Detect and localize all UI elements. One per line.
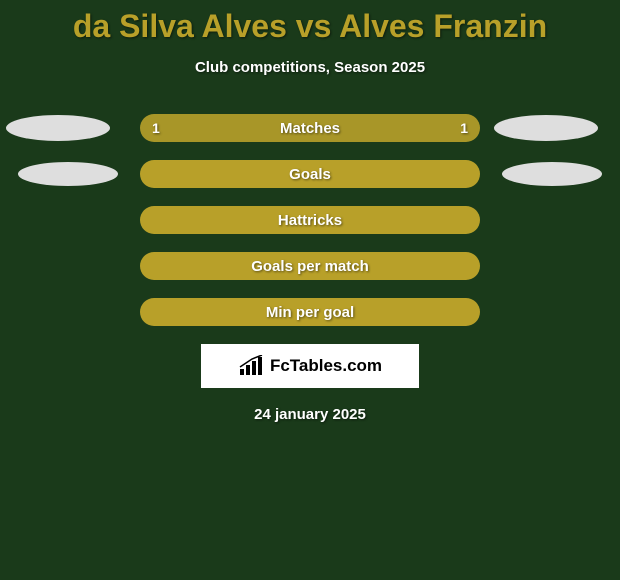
stat-bar: Goals bbox=[140, 160, 480, 188]
date-label: 24 january 2025 bbox=[0, 406, 620, 423]
stat-bar: Hattricks bbox=[140, 206, 480, 234]
player-right-marker bbox=[494, 115, 598, 141]
comparison-widget: da Silva Alves vs Alves Franzin Club com… bbox=[0, 0, 620, 423]
stat-bar: Goals per match bbox=[140, 252, 480, 280]
stat-row-min-per-goal: Min per goal bbox=[0, 298, 620, 326]
stat-left-value: 1 bbox=[152, 120, 160, 136]
stat-label: Min per goal bbox=[266, 304, 354, 321]
stat-rows: 1 Matches 1 Goals Hattricks Goals per ma… bbox=[0, 114, 620, 326]
subtitle: Club competitions, Season 2025 bbox=[0, 59, 620, 76]
stat-label: Matches bbox=[280, 120, 340, 137]
bar-chart-icon bbox=[238, 355, 266, 377]
stat-bar: 1 Matches 1 bbox=[140, 114, 480, 142]
player-left-marker bbox=[6, 115, 110, 141]
stat-label: Goals bbox=[289, 166, 331, 183]
stat-row-goals: Goals bbox=[0, 160, 620, 188]
stat-bar: Min per goal bbox=[140, 298, 480, 326]
fctables-logo-link[interactable]: FcTables.com bbox=[201, 344, 419, 388]
stat-row-goals-per-match: Goals per match bbox=[0, 252, 620, 280]
logo-text: FcTables.com bbox=[270, 356, 382, 376]
stat-label: Goals per match bbox=[251, 258, 369, 275]
page-title: da Silva Alves vs Alves Franzin bbox=[0, 0, 620, 45]
player-left-marker bbox=[18, 162, 118, 186]
stat-label: Hattricks bbox=[278, 212, 342, 229]
stat-row-hattricks: Hattricks bbox=[0, 206, 620, 234]
stat-row-matches: 1 Matches 1 bbox=[0, 114, 620, 142]
stat-right-value: 1 bbox=[460, 120, 468, 136]
player-right-marker bbox=[502, 162, 602, 186]
